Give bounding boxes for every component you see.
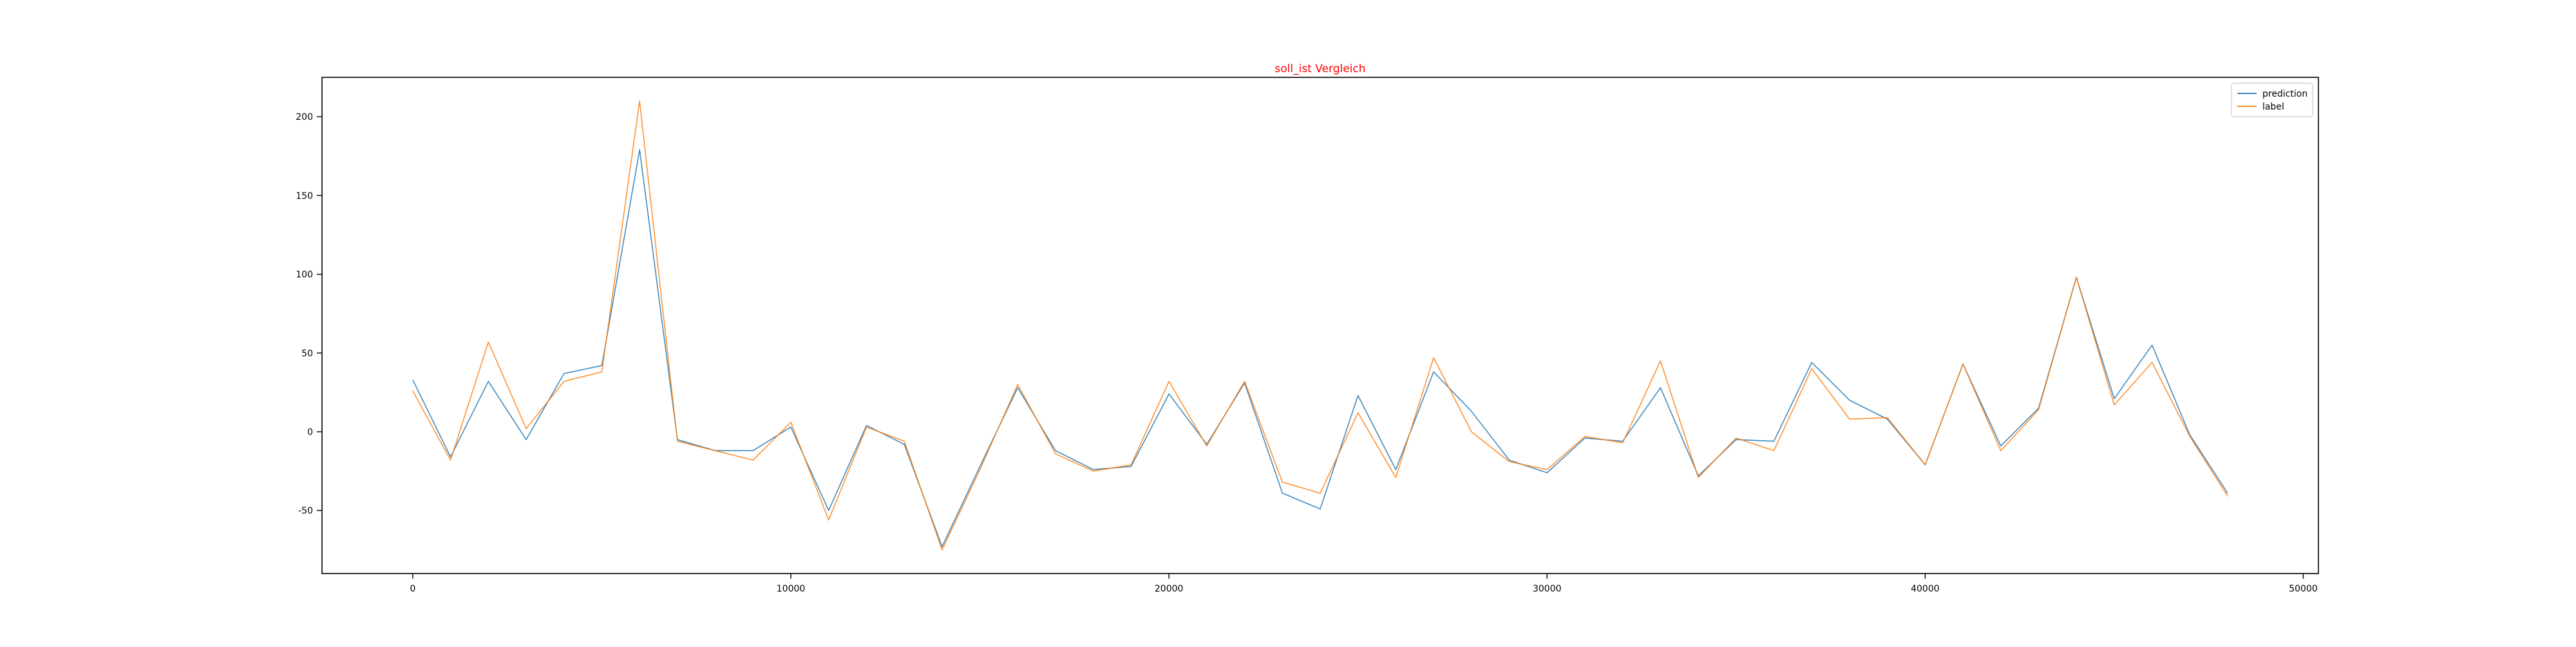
chart-title: soll_ist Vergleich [1274, 63, 1365, 75]
y-tick-label: 50 [301, 349, 313, 359]
legend: prediction label [2231, 82, 2313, 117]
series-line-prediction [412, 149, 2228, 548]
plot-area-frame [321, 77, 2319, 574]
x-tick-label: 30000 [1533, 584, 1562, 594]
legend-box [2231, 82, 2313, 117]
y-tick-label: 200 [296, 112, 313, 122]
x-tick-label: 0 [410, 584, 415, 594]
y-tick-label: -50 [298, 506, 313, 516]
y-tick-label: 0 [307, 427, 313, 438]
x-tick-label: 10000 [777, 584, 806, 594]
series-line-label [412, 100, 2228, 551]
legend-label-prediction: prediction [2262, 89, 2307, 99]
legend-label-label: label [2262, 102, 2284, 112]
x-tick-label: 40000 [1911, 584, 1940, 594]
x-tick-label: 50000 [2289, 584, 2318, 594]
series-lines [412, 100, 2228, 551]
axis-ticks: 0 10000 20000 30000 40000 50000 -50 0 50 100 150 20… [296, 112, 2318, 594]
x-tick-label: 20000 [1155, 584, 1184, 594]
y-tick-label: 100 [296, 270, 313, 280]
y-tick-label: 150 [296, 191, 313, 201]
